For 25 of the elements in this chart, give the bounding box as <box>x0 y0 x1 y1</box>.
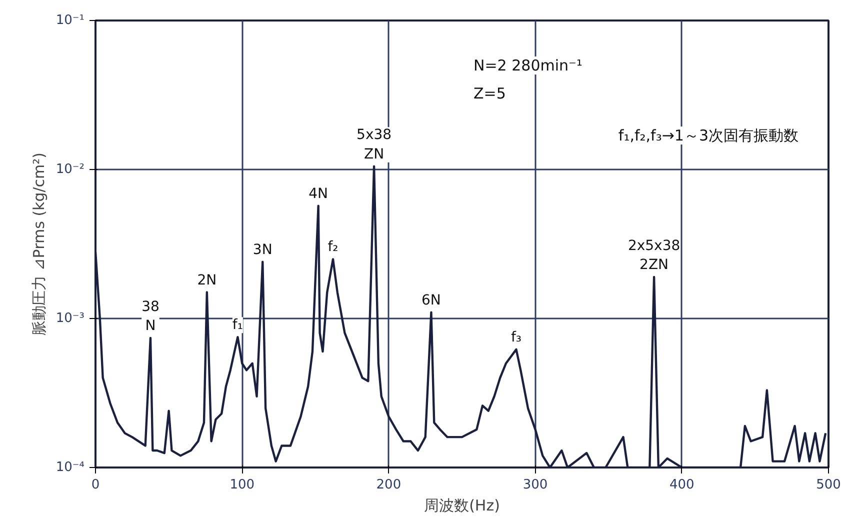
y-tick-label: 10⁻⁴ <box>56 460 85 475</box>
y-tick-label: 10⁻³ <box>56 311 85 326</box>
y-axis-title: 脈動圧力 ⊿Prms (kg/cm²) <box>30 152 48 336</box>
x-tick-label: 300 <box>522 478 548 492</box>
annotation: 3N <box>252 242 272 258</box>
annotation: f₂ <box>328 239 338 256</box>
x-tick-label: 400 <box>669 478 694 492</box>
annotation: 38 N <box>142 298 160 334</box>
annotation: 6N <box>422 292 441 308</box>
annotation: 2N <box>197 272 217 288</box>
annotation: 2x5x38 2ZN <box>628 238 680 273</box>
x-tick-label: 200 <box>376 478 402 492</box>
annotation: Z=5 <box>474 84 506 102</box>
y-tick-label: 10⁻² <box>56 162 85 177</box>
annotation: N=2 280min⁻¹ <box>474 56 582 74</box>
x-tick-label: 100 <box>230 478 255 492</box>
annotation: f₁,f₂,f₃→1～3次固有振動数 <box>618 126 799 144</box>
annotation: 4N <box>308 186 328 202</box>
annotation: f₃ <box>510 329 522 346</box>
x-axis-title: 周波数(Hz) <box>424 496 500 514</box>
y-tick-label: 10⁻¹ <box>56 13 85 28</box>
annotation: f₁ <box>232 317 243 334</box>
annotation: 5x38 ZN <box>356 127 392 162</box>
x-tick-label: 0 <box>91 478 100 492</box>
x-tick-label: 500 <box>816 478 841 492</box>
